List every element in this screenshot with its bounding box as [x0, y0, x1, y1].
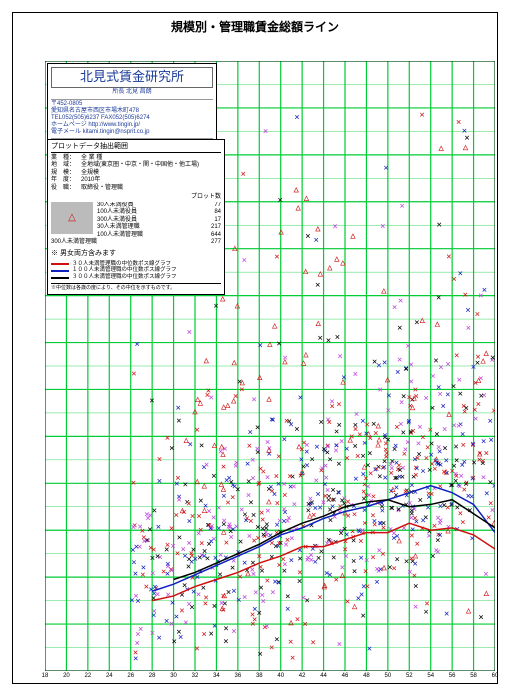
institute-name: 北見式賃金研究所: [51, 67, 213, 88]
symbol-sample: △: [51, 202, 93, 234]
post: 〒452-0805: [51, 101, 213, 108]
line-explanations: ３０人未満管理職の中位数ポス線グラフ１００人未満管理職の中位数ポス線グラフ３００…: [51, 261, 221, 282]
chart-area: 北見式賃金研究所 所長 北見 昌朗 〒452-0805 愛知県名古屋市西区市場木…: [45, 61, 495, 671]
legend-header: プロットデータ抽出範囲: [51, 143, 221, 153]
plot-categories: △ 30人未満役員77100人未満役員84300人未満役員1730人未満管理職2…: [51, 202, 221, 247]
institute-sub: 所長 北見 昌朗: [51, 89, 213, 97]
mail: 電子メール kitami.tingin@nsprit.co.jp: [51, 129, 213, 136]
chart-frame: 北見式賃金研究所 所長 北見 昌朗 〒452-0805 愛知県名古屋市西区市場木…: [12, 12, 498, 684]
legend-rows: 業 種：全 業 種地 域：全地域(東京圏・中京・関・中国他・他工場)規 模：全規…: [51, 155, 221, 193]
legend-box: プロットデータ抽出範囲 業 種：全 業 種地 域：全地域(東京圏・中京・関・中国…: [47, 139, 225, 295]
plot-count-header: プロット数: [191, 194, 221, 202]
gender-note: ※ 男女両方含みます: [51, 250, 221, 259]
legend-note: ※中位数は各歳の度により、その中位を示すものです。: [51, 283, 221, 291]
institute-box: 北見式賃金研究所 所長 北見 昌朗 〒452-0805 愛知県名古屋市西区市場木…: [47, 63, 217, 143]
x-axis: 1820222426283032343638404244464850525456…: [45, 673, 495, 683]
addr: 愛知県名古屋市西区市場木町478: [51, 108, 213, 115]
institute-address: 〒452-0805 愛知県名古屋市西区市場木町478 TEL052(505)62…: [51, 99, 213, 139]
